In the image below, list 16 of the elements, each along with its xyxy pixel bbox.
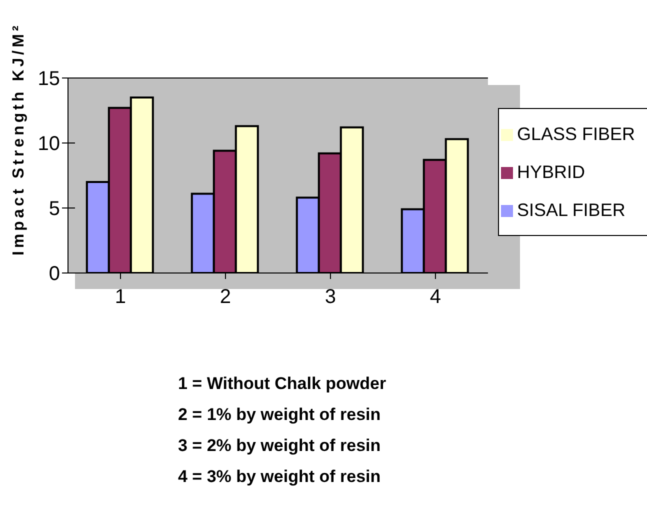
x-tick-label: 1 xyxy=(114,286,126,308)
legend-label: SISAL FIBER xyxy=(516,200,626,220)
y-axis-title: Impact Strength KJ/M² xyxy=(10,22,28,256)
legend-label: GLASS FIBER xyxy=(516,124,635,144)
y-tick-label: 15 xyxy=(38,68,60,90)
y-tick-label: 5 xyxy=(48,198,60,220)
text: 4 = 3% by weight of resin xyxy=(178,466,382,488)
y-tick-label: 10 xyxy=(38,133,60,156)
x-tick-label: 4 xyxy=(430,286,442,308)
text: 2 = 1% by weight of resin xyxy=(178,404,382,426)
text: 3 = 2% by weight of resin xyxy=(178,435,382,457)
y-tick-label: 0 xyxy=(48,263,60,286)
x-tick-label: 2 xyxy=(220,286,232,308)
legend-label: HYBRID xyxy=(516,162,585,182)
x-tick-label: 3 xyxy=(324,286,336,308)
text: 1 = Without Chalk powder xyxy=(178,373,386,395)
